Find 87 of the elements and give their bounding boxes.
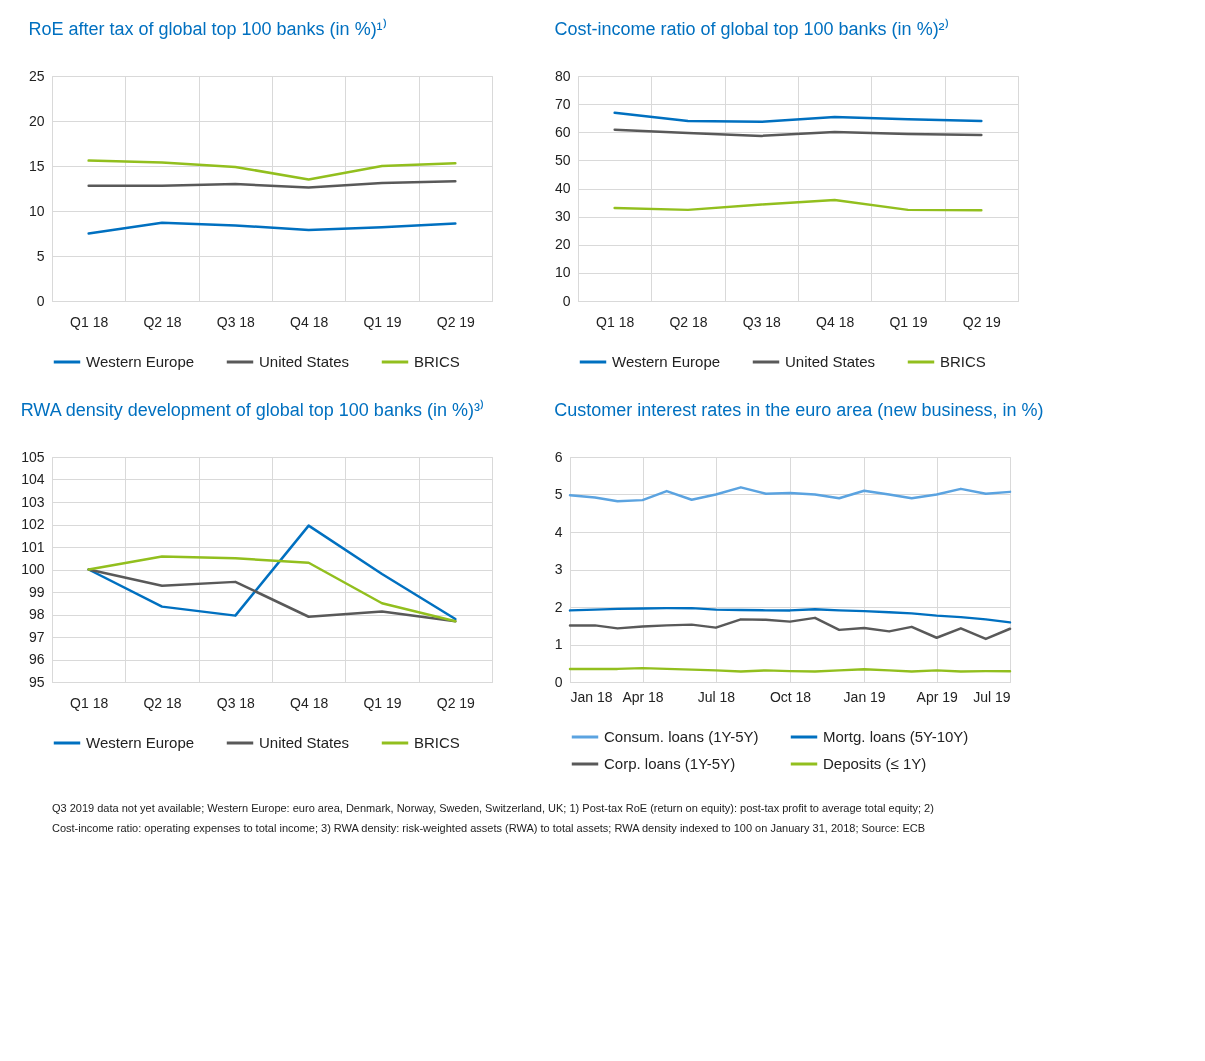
line-series — [87, 524, 457, 621]
y-tick-label: 101 — [21, 538, 45, 555]
y-tick-label: 5 — [36, 247, 45, 264]
legend-label: United States — [785, 353, 876, 370]
legend-label: Mortg. loans (5Y-10Y) — [823, 728, 969, 745]
y-tick-label: 105 — [21, 448, 45, 465]
y-tick-label: 2 — [554, 598, 563, 615]
chart-title: RoE after tax of global top 100 banks (in %)¹⁾ — [28, 18, 387, 39]
x-tick-label: Apr 19 — [916, 688, 958, 705]
line-series — [568, 616, 1012, 641]
chart-title: Cost-income ratio of global top 100 banks (in %)²⁾ — [554, 18, 949, 39]
x-tick-label: Jan 18 — [570, 688, 613, 705]
y-tick-label: 3 — [554, 561, 563, 577]
x-tick-label: Q2 18 — [669, 313, 708, 330]
line-series — [613, 111, 983, 124]
y-tick-label: 40 — [554, 180, 571, 196]
y-tick-label: 95 — [28, 673, 45, 690]
x-tick-label: Q4 18 — [290, 694, 329, 711]
legend-label: United States — [259, 353, 350, 370]
y-tick-label: 96 — [28, 651, 45, 667]
x-tick-label: Q3 18 — [742, 313, 782, 330]
y-tick-label: 30 — [554, 208, 571, 225]
x-tick-label: Q1 18 — [70, 313, 109, 330]
y-tick-label: 103 — [21, 493, 45, 510]
y-tick-label: 70 — [554, 95, 571, 112]
y-tick-label: 50 — [554, 151, 571, 168]
x-tick-label: Q3 18 — [216, 694, 256, 711]
y-tick-label: 20 — [28, 112, 45, 129]
y-tick-label: 25 — [28, 67, 45, 84]
chart-title: RWA density development of global top 100 banks (in %)³⁾ — [20, 399, 484, 420]
x-tick-label: Oct 18 — [769, 688, 812, 705]
line-series — [613, 198, 983, 212]
y-tick-label: 100 — [21, 561, 45, 577]
x-tick-label: Q1 18 — [596, 313, 635, 330]
y-tick-label: 98 — [28, 606, 45, 622]
y-tick-label: 0 — [562, 292, 571, 309]
x-tick-label: Q2 19 — [436, 313, 476, 330]
y-tick-label: 1 — [554, 636, 563, 652]
y-tick-label: 104 — [21, 471, 45, 487]
x-tick-label: Q2 18 — [143, 313, 182, 330]
x-tick-label: Q1 19 — [363, 694, 402, 711]
x-tick-label: Q1 19 — [889, 313, 928, 330]
x-tick-label: Q4 18 — [816, 313, 855, 330]
x-tick-label: Q2 19 — [962, 313, 1002, 330]
y-tick-label: 97 — [28, 628, 45, 645]
legend-label: BRICS — [414, 734, 460, 751]
line-series — [87, 159, 457, 181]
legend-label: United States — [259, 734, 350, 751]
line-series — [87, 221, 457, 235]
x-tick-label: Q2 18 — [143, 694, 182, 711]
legend-label: BRICS — [414, 353, 460, 370]
x-tick-label: Q1 18 — [70, 694, 109, 711]
line-series — [568, 606, 1012, 624]
x-tick-label: Q2 19 — [436, 694, 476, 711]
legend-label: Western Europe — [612, 353, 721, 370]
y-tick-label: 5 — [554, 486, 563, 502]
line-series — [568, 486, 1012, 503]
line-series — [613, 128, 983, 138]
y-tick-label: 15 — [28, 157, 45, 174]
line-series — [87, 180, 457, 189]
y-tick-label: 102 — [21, 516, 45, 532]
legend-label: Corp. loans (1Y-5Y) — [604, 755, 736, 772]
y-tick-label: 60 — [554, 123, 571, 140]
x-tick-label: Q4 18 — [290, 313, 329, 330]
x-tick-label: Jul 19 — [973, 688, 1011, 705]
chart-title: Customer interest rates in the euro area (new business, in %) — [554, 400, 1044, 420]
legend-label: Deposits (≤ 1Y) — [823, 755, 927, 772]
x-tick-label: Jan 19 — [843, 688, 886, 705]
y-tick-label: 0 — [554, 673, 563, 690]
legend-label: BRICS — [940, 353, 986, 370]
line-series — [87, 555, 457, 623]
y-tick-label: 80 — [554, 67, 571, 84]
y-tick-label: 0 — [36, 292, 45, 309]
y-tick-label: 20 — [554, 236, 571, 253]
legend-label: Western Europe — [86, 353, 195, 370]
x-tick-label: Q1 19 — [363, 313, 402, 330]
legend-label: Western Europe — [86, 734, 195, 751]
x-tick-label: Jul 18 — [697, 688, 736, 705]
y-tick-label: 4 — [554, 523, 563, 540]
y-tick-label: 10 — [554, 264, 571, 281]
x-tick-label: Q3 18 — [216, 313, 256, 330]
text: Q3 2019 data not yet available; Western Europe: euro area, Denmark, Norway, Sweden, Switzerland, UK; 1) Post-tax RoE (return on equity): post-tax profit to average total equity; 2) Cost-income ratio: operating expenses to total income; 3) RWA density: risk-weighted assets (RWA) to total assets; RWA density indexed to 100 on January 31, 2018; Source: ECB — [52, 802, 934, 834]
y-tick-label: 99 — [28, 583, 45, 600]
legend-label: Consum. loans (1Y-5Y) — [604, 728, 759, 745]
y-tick-label: 10 — [28, 202, 45, 219]
x-tick-label: Apr 18 — [622, 688, 664, 705]
y-tick-label: 6 — [554, 448, 563, 465]
